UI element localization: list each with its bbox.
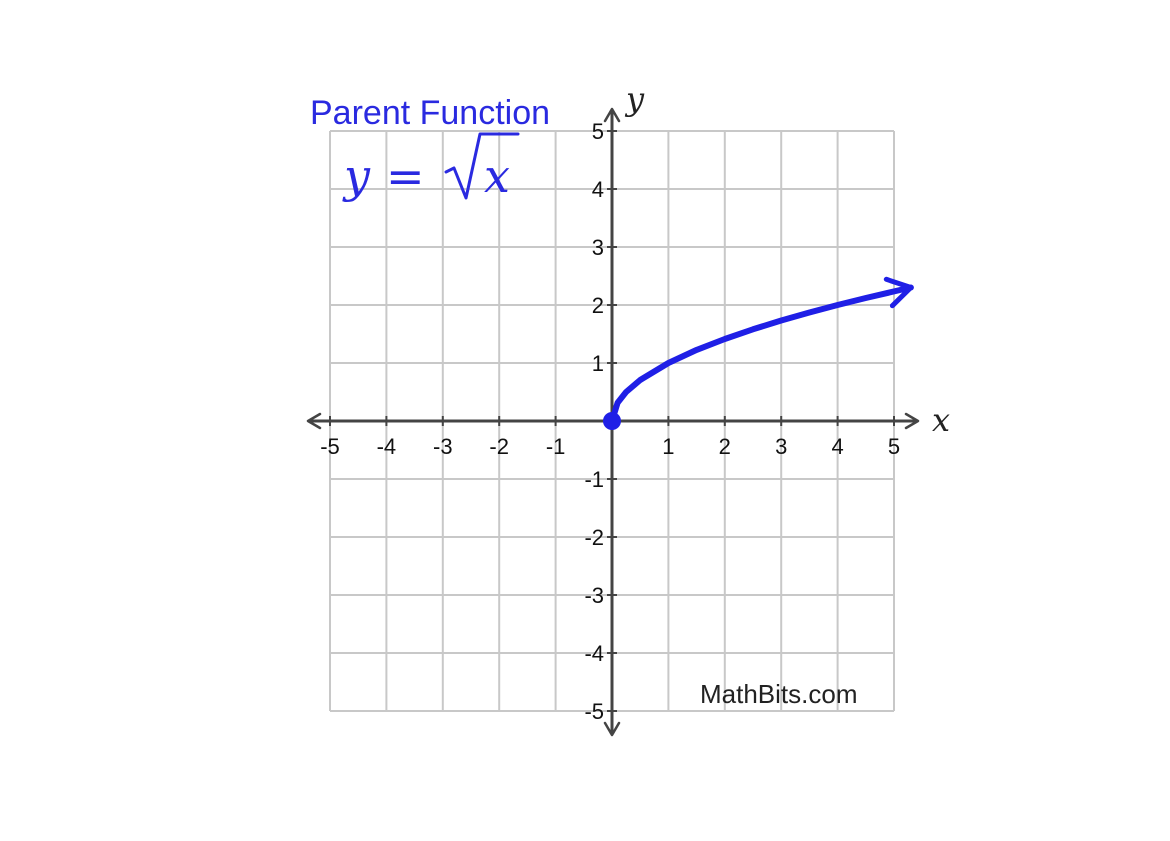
y-tick-label: 3 xyxy=(592,235,604,260)
formula-equals: = xyxy=(386,149,425,203)
y-tick-label: 1 xyxy=(592,351,604,376)
x-tick-label: 3 xyxy=(775,434,787,459)
x-tick-label: -5 xyxy=(320,434,340,459)
tick-labels: -5 -4 -3 -2 -1 1 2 3 4 5 5 4 3 2 1 -1 -2 -3 -4 -5 xyxy=(320,119,900,724)
x-tick-label: 1 xyxy=(662,434,674,459)
x-axis-right-arrow-icon xyxy=(904,412,920,430)
y-tick-label: -5 xyxy=(584,699,604,724)
x-tick-label: 5 xyxy=(888,434,900,459)
y-tick-label: 2 xyxy=(592,293,604,318)
formula-lhs: y xyxy=(342,149,371,203)
x-tick-label: -4 xyxy=(377,434,397,459)
sqrt-curve xyxy=(609,284,914,424)
start-point xyxy=(603,412,621,430)
y-tick-label: -2 xyxy=(584,525,604,550)
formula: y = x xyxy=(342,132,520,203)
y-axis-up-arrow-icon xyxy=(603,107,621,123)
y-tick-label: -4 xyxy=(584,641,604,666)
y-axis-label: y xyxy=(624,80,645,118)
curve-group xyxy=(603,276,914,430)
credit-watermark: MathBits.com xyxy=(700,679,858,709)
radical-sign-icon xyxy=(444,132,520,200)
chart-title: Parent Function xyxy=(310,94,550,132)
x-axis-left-arrow-icon xyxy=(306,412,322,430)
x-tick-label: -1 xyxy=(546,434,566,459)
curve-arrow-icon xyxy=(883,276,914,309)
y-tick-label: -1 xyxy=(584,467,604,492)
y-tick-label: 5 xyxy=(592,119,604,144)
x-axis-label: x xyxy=(932,401,950,439)
x-tick-label: -3 xyxy=(433,434,453,459)
formula-radicand: x xyxy=(484,149,510,203)
x-tick-label: 2 xyxy=(719,434,731,459)
x-tick-label: 4 xyxy=(831,434,843,459)
x-tick-label: -2 xyxy=(489,434,509,459)
y-axis-down-arrow-icon xyxy=(603,721,621,737)
y-tick-label: 4 xyxy=(592,177,604,202)
y-tick-label: -3 xyxy=(584,583,604,608)
